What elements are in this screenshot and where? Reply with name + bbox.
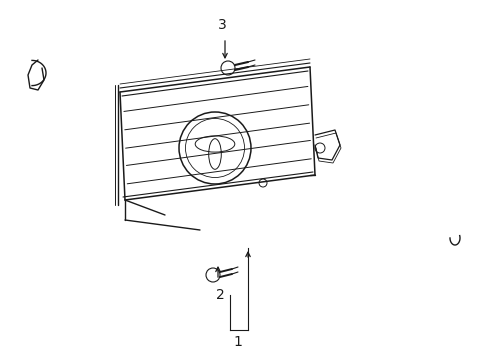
Text: 2: 2 [215, 288, 224, 302]
Text: 3: 3 [217, 18, 226, 32]
Text: 1: 1 [233, 335, 242, 349]
